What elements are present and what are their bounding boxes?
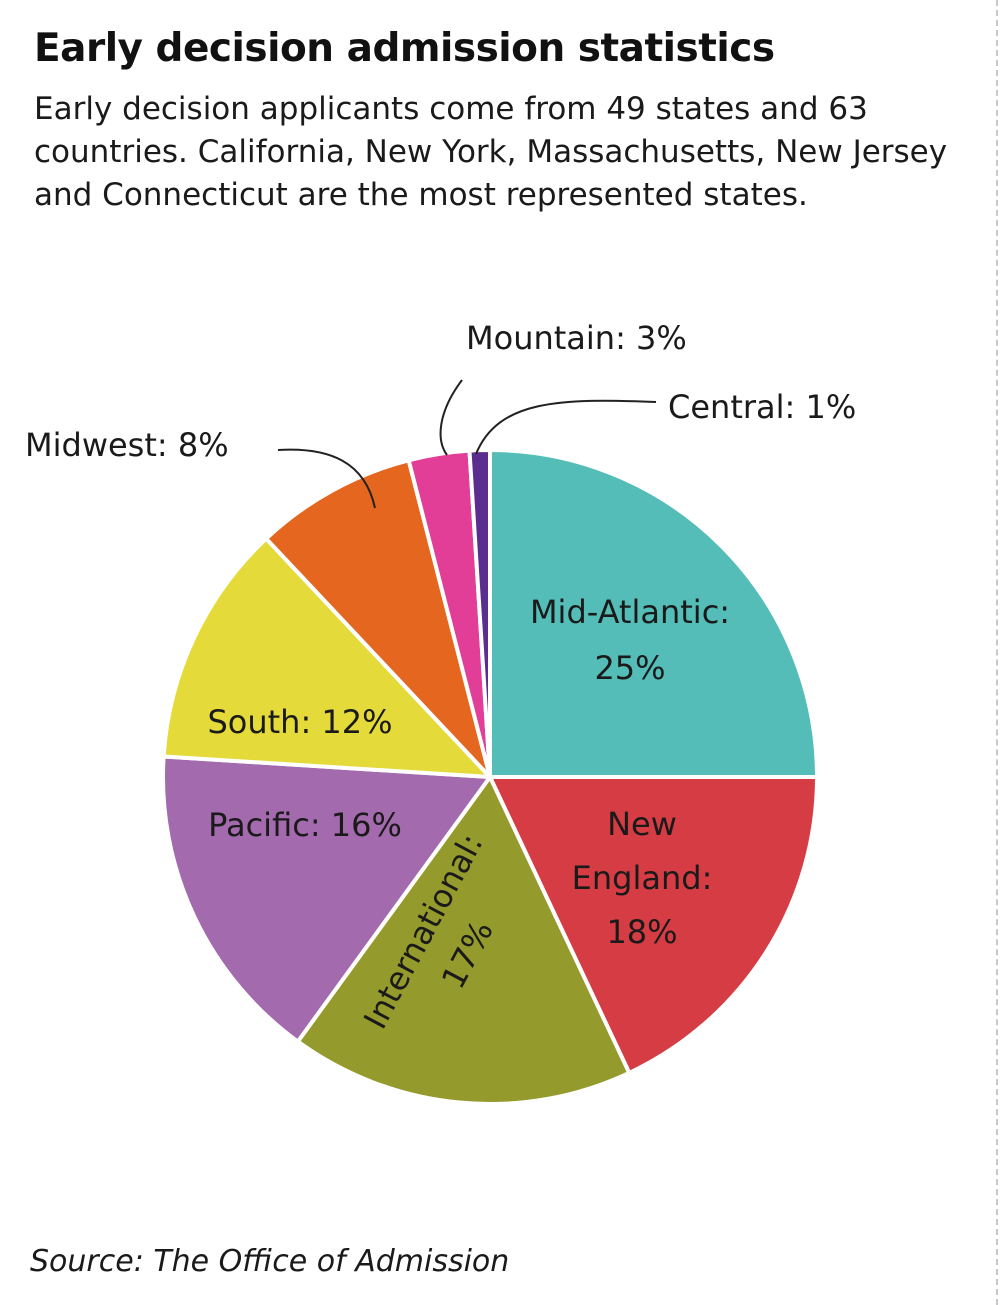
slice-label-line: Midwest: 8% (25, 426, 229, 464)
slice-label-line: Mountain: 3% (466, 319, 687, 357)
slice-label-line: Central: 1% (668, 388, 856, 426)
slice-label-line: England: (572, 859, 713, 897)
pie-slice-international (295, 775, 632, 1106)
pie-slice-midwest (264, 458, 492, 779)
slice-label-mid-atlantic: Mid-Atlantic: 25% (530, 593, 730, 687)
leader-line-central (475, 399, 657, 455)
slice-label-south: South: 12% (207, 703, 392, 741)
pie-slices (161, 448, 819, 1106)
leader-line-midwest (277, 448, 376, 509)
pie-slice-south (161, 536, 492, 779)
page-border (996, 0, 998, 1305)
slice-label-mountain: Mountain: 3% (466, 319, 687, 357)
pie-slice-pacific (161, 754, 492, 1044)
slice-label-new-england: New England: 18% (572, 805, 713, 951)
slice-label-central: Central: 1% (668, 388, 856, 426)
slice-label-line: Pacific: 16% (208, 806, 402, 844)
chart-title: Early decision admission statistics (34, 26, 775, 71)
pie-slice-new-england (488, 775, 819, 1075)
slice-label-pacific: Pacific: 16% (208, 806, 402, 844)
source-note: Source: The Office of Admission (30, 1244, 510, 1279)
pie-slice-mid-atlantic (488, 448, 819, 779)
slice-label-line: 25% (594, 649, 665, 687)
chart-subtitle: Early decision applicants come from 49 s… (34, 91, 948, 213)
slice-label-line: South: 12% (207, 703, 392, 741)
slice-label-line: New (607, 805, 677, 843)
leader-lines (277, 379, 657, 509)
slice-label-line: 18% (606, 913, 677, 951)
pie-slice-central (467, 448, 492, 779)
slice-label-midwest: Midwest: 8% (25, 426, 229, 464)
slice-label-line: Mid-Atlantic: (530, 593, 730, 631)
leader-line-mountain (439, 379, 463, 456)
